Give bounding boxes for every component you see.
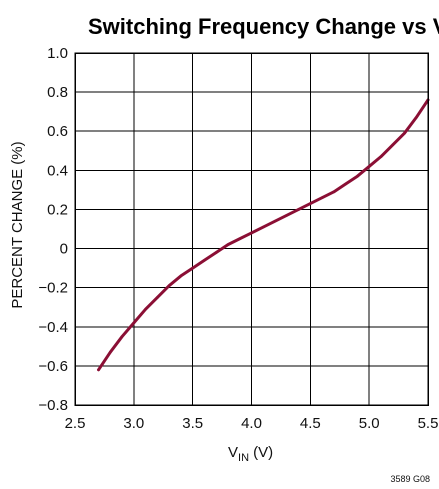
series-point — [309, 202, 312, 205]
series-point — [214, 251, 218, 254]
x-axis-label-main: V — [228, 444, 238, 461]
series-point — [120, 335, 124, 338]
x-tick-label: 5.0 — [359, 415, 380, 432]
y-tick-label: 0.2 — [47, 201, 68, 218]
x-axis-label-subscript: IN — [238, 452, 249, 464]
y-tick-label: 0.8 — [47, 84, 68, 101]
y-tick-label: 1.0 — [47, 45, 68, 62]
series-point — [261, 225, 265, 229]
figure-code: 3589 G08 — [390, 474, 430, 484]
series-line — [97, 98, 430, 372]
y-tick-label: −0.2 — [38, 280, 68, 297]
x-tick-label: 3.0 — [123, 415, 144, 432]
x-axis-label-suffix: (V) — [249, 444, 273, 461]
x-axis-label: VIN (V) — [228, 444, 273, 464]
series-point — [391, 143, 395, 147]
series-point — [379, 155, 383, 158]
series-point — [144, 307, 147, 311]
plot-frame — [74, 52, 429, 406]
series-point — [356, 174, 359, 178]
x-tick-label: 3.5 — [182, 415, 203, 432]
series-point — [320, 196, 324, 200]
series-point — [156, 296, 159, 299]
y-tick-label: −0.8 — [38, 397, 68, 414]
y-tick-label: 0.4 — [47, 162, 68, 179]
series-point — [285, 214, 289, 217]
y-tick-label: −0.6 — [38, 358, 68, 375]
x-tick-label: 4.0 — [241, 415, 262, 432]
series-point — [238, 237, 242, 241]
series-point — [414, 116, 418, 119]
grid — [75, 53, 428, 405]
y-axis-ticks: 1.0 0.8 0.6 0.4 0.2 0 −0.2 −0.4 −0.6 −0.8 — [38, 45, 68, 414]
series-point — [167, 284, 171, 288]
series-point — [226, 243, 230, 246]
y-tick-label: 0 — [60, 241, 68, 258]
chart-title: Switching Frequency Change vs VIN — [88, 14, 439, 45]
series-point — [297, 208, 300, 211]
chart-title-main: Switching Frequency Change vs V — [88, 14, 439, 39]
series-point — [273, 219, 277, 223]
series-point — [250, 231, 253, 235]
y-axis-label: PERCENT CHANGE (%) — [9, 141, 26, 308]
y-tick-label: 0.6 — [47, 123, 68, 140]
x-axis-ticks: 2.5 3.0 3.5 4.0 4.5 5.0 5.5 — [65, 415, 439, 432]
x-tick-label: 5.5 — [418, 415, 439, 432]
x-tick-label: 2.5 — [65, 415, 86, 432]
series-point — [367, 165, 371, 168]
series-point — [97, 368, 100, 372]
series-point — [203, 258, 206, 262]
y-tick-label: −0.4 — [38, 319, 68, 336]
series-point — [191, 266, 194, 270]
series-point — [109, 350, 112, 354]
x-tick-label: 4.5 — [300, 415, 321, 432]
series-point — [179, 274, 183, 278]
series-point — [403, 131, 406, 135]
series-point — [332, 190, 336, 194]
series-layer — [97, 98, 430, 372]
series-point — [344, 182, 347, 186]
series-point — [132, 321, 136, 325]
